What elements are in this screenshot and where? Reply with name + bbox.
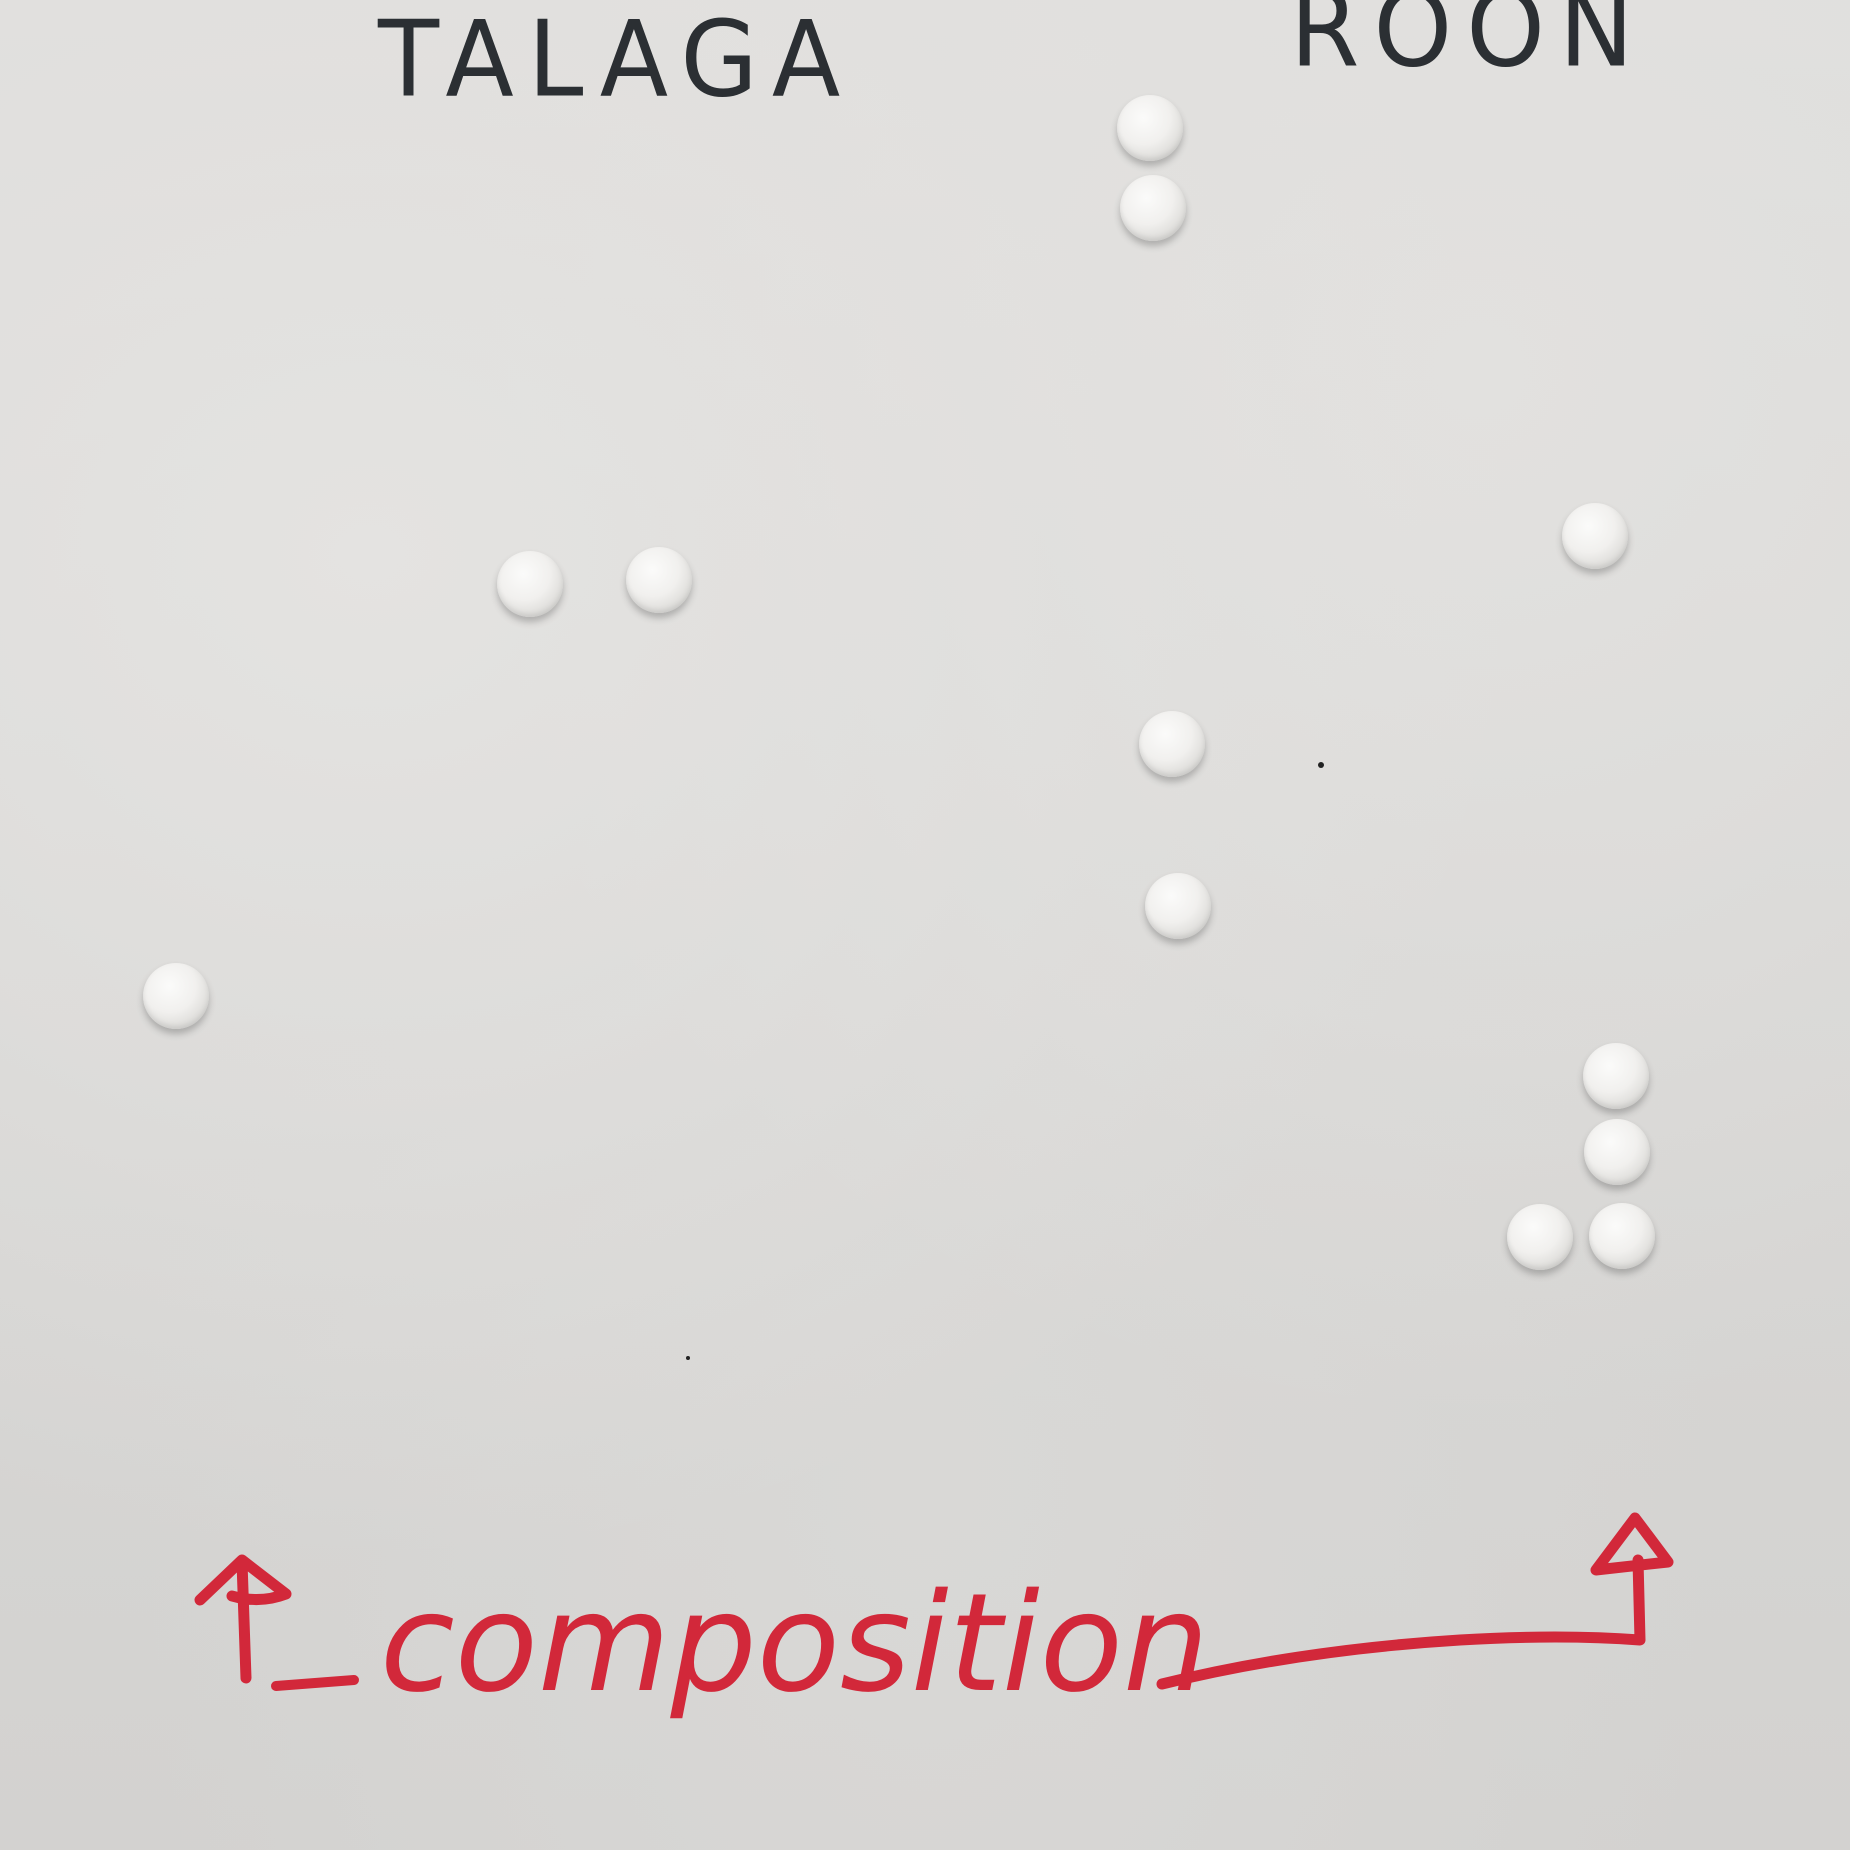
ink-speck — [686, 1356, 690, 1360]
braille-dot — [1117, 95, 1183, 161]
handwritten-label-right: ROON — [1290, 0, 1648, 91]
braille-dot — [1139, 711, 1205, 777]
braille-dot — [1120, 175, 1186, 241]
braille-dot — [143, 963, 209, 1029]
braille-dot — [1583, 1043, 1649, 1109]
right-arrow-icon — [1156, 1512, 1674, 1690]
braille-dot — [1562, 503, 1628, 569]
underscore-mark — [271, 1675, 359, 1691]
braille-dot — [626, 547, 692, 613]
braille-dot — [1584, 1119, 1650, 1185]
braille-dot — [1589, 1203, 1655, 1269]
annotation-label: composition — [380, 1565, 1209, 1723]
braille-dot — [1507, 1204, 1573, 1270]
braille-dot — [1145, 873, 1211, 939]
braille-dot — [497, 551, 563, 617]
left-arrow-icon — [194, 1554, 292, 1684]
ink-speck — [1318, 762, 1324, 768]
handwritten-label-center: TALAGA — [378, 0, 855, 121]
